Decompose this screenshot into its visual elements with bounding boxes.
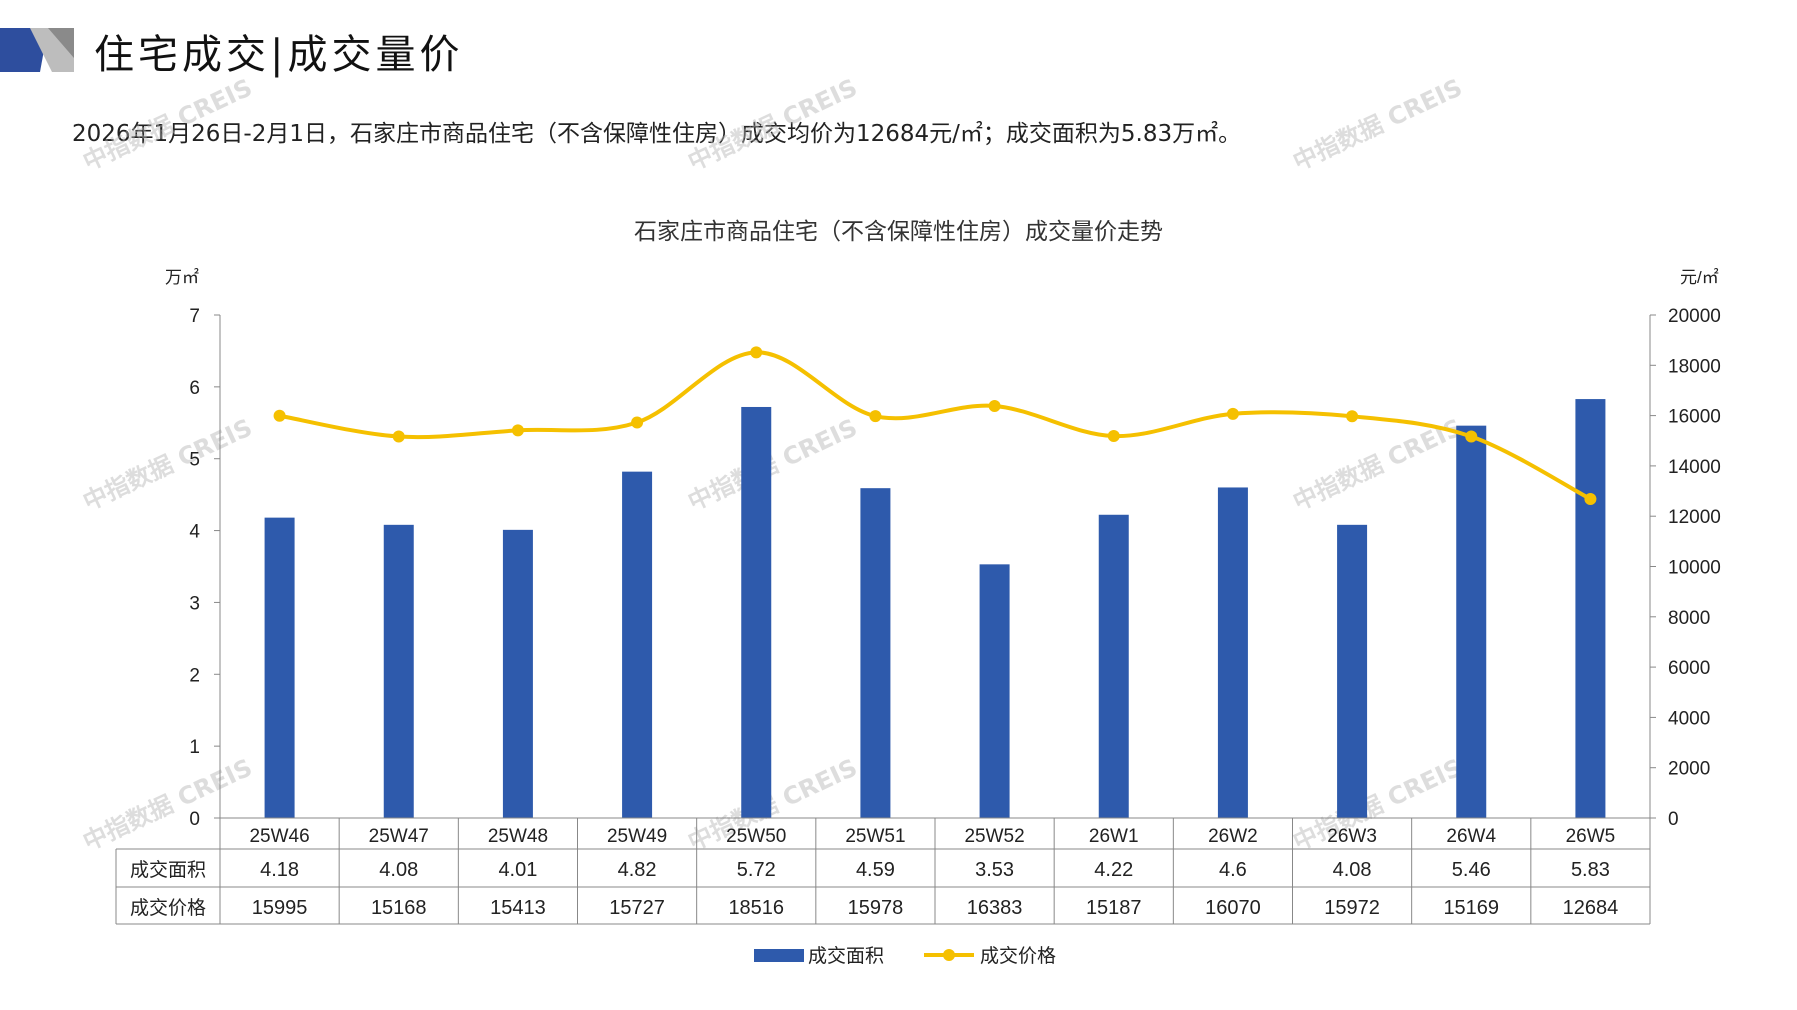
area-value: 5.46	[1452, 859, 1491, 881]
area-value: 4.6	[1219, 859, 1247, 881]
category-label: 25W51	[845, 826, 905, 847]
price-value: 15169	[1443, 897, 1499, 919]
left-tick-label: 6	[189, 378, 200, 399]
area-value: 4.01	[498, 859, 537, 881]
bar-25W48	[502, 529, 533, 818]
price-value: 18516	[728, 897, 784, 919]
right-tick-label: 20000	[1668, 306, 1721, 327]
price-value: 15972	[1324, 897, 1380, 919]
bar-25W46	[264, 517, 295, 818]
left-tick-label: 0	[189, 809, 200, 830]
price-point-25W46	[273, 409, 286, 422]
right-tick-label: 14000	[1668, 457, 1721, 478]
summary-text: 2026年1月26日-2月1日，石家庄市商品住宅（不含保障性住房）成交均价为12…	[72, 121, 1242, 147]
area-value: 4.59	[856, 859, 895, 881]
area-value: 4.08	[1333, 859, 1372, 881]
legend-area-label: 成交面积	[808, 945, 884, 967]
price-value: 12684	[1563, 897, 1619, 919]
row-label-price: 成交价格	[130, 897, 206, 919]
area-value: 5.72	[737, 859, 776, 881]
bar-26W5	[1575, 399, 1606, 818]
legend-area-swatch	[754, 949, 804, 962]
price-value: 15187	[1086, 897, 1142, 919]
category-label: 25W47	[369, 826, 429, 847]
category-label: 25W52	[964, 826, 1024, 847]
price-point-26W4	[1465, 430, 1478, 443]
price-point-25W48	[511, 424, 524, 437]
right-axis-unit: 元/㎡	[1680, 268, 1719, 287]
section-logo-icon	[0, 28, 74, 72]
area-value: 4.18	[260, 859, 299, 881]
category-label: 26W1	[1089, 826, 1139, 847]
price-value: 16070	[1205, 897, 1261, 919]
category-label: 25W49	[607, 826, 667, 847]
bar-26W1	[1098, 514, 1129, 818]
price-point-25W47	[392, 430, 405, 443]
category-label: 25W46	[249, 826, 309, 847]
right-tick-label: 4000	[1668, 708, 1710, 729]
area-value: 3.53	[975, 859, 1014, 881]
price-value: 15978	[848, 897, 904, 919]
left-tick-label: 2	[189, 665, 200, 686]
right-tick-label: 2000	[1668, 759, 1710, 780]
left-tick-label: 5	[189, 450, 200, 471]
bar-26W2	[1217, 487, 1248, 818]
price-point-25W52	[988, 399, 1001, 412]
area-value: 4.22	[1094, 859, 1133, 881]
category-label: 25W50	[726, 826, 786, 847]
bar-25W52	[979, 564, 1010, 818]
category-label: 26W2	[1208, 826, 1258, 847]
price-point-26W1	[1107, 430, 1120, 443]
area-value: 5.83	[1571, 859, 1610, 881]
price-point-25W51	[869, 410, 882, 423]
right-tick-label: 0	[1668, 809, 1679, 830]
left-tick-label: 4	[189, 522, 200, 543]
price-point-26W5	[1584, 492, 1597, 505]
price-point-25W50	[750, 346, 763, 359]
right-tick-label: 8000	[1668, 608, 1710, 629]
price-point-25W49	[631, 416, 644, 429]
price-value: 15168	[371, 897, 427, 919]
price-point-26W2	[1226, 407, 1239, 420]
left-tick-label: 1	[189, 737, 200, 758]
right-tick-label: 12000	[1668, 507, 1721, 528]
legend-price-label: 成交价格	[980, 945, 1056, 967]
area-value: 4.08	[379, 859, 418, 881]
left-axis-unit: 万㎡	[165, 268, 199, 287]
area-value: 4.82	[618, 859, 657, 881]
page-title: 住宅成交|成交量价	[94, 32, 464, 78]
bar-25W47	[383, 524, 414, 818]
right-tick-label: 16000	[1668, 407, 1721, 428]
chart-title: 石家庄市商品住宅（不含保障性住房）成交量价走势	[634, 219, 1163, 245]
bar-25W51	[860, 488, 891, 818]
bar-25W50	[741, 406, 772, 818]
left-tick-label: 7	[189, 306, 200, 327]
category-label: 26W3	[1327, 826, 1377, 847]
price-value: 15727	[609, 897, 665, 919]
category-label: 26W5	[1566, 826, 1616, 847]
price-value: 15995	[252, 897, 308, 919]
bar-26W3	[1337, 524, 1368, 818]
category-label: 26W4	[1446, 826, 1496, 847]
bar-26W4	[1456, 425, 1487, 818]
price-point-26W3	[1346, 410, 1359, 423]
right-tick-label: 6000	[1668, 658, 1710, 679]
right-tick-label: 18000	[1668, 356, 1721, 377]
left-tick-label: 3	[189, 593, 200, 614]
row-label-area: 成交面积	[130, 859, 206, 881]
category-label: 25W48	[488, 826, 548, 847]
price-value: 16383	[967, 897, 1023, 919]
bar-25W49	[622, 471, 653, 818]
legend-price-marker	[943, 949, 955, 961]
right-tick-label: 10000	[1668, 558, 1721, 579]
price-value: 15413	[490, 897, 546, 919]
price-line	[279, 350, 1592, 501]
